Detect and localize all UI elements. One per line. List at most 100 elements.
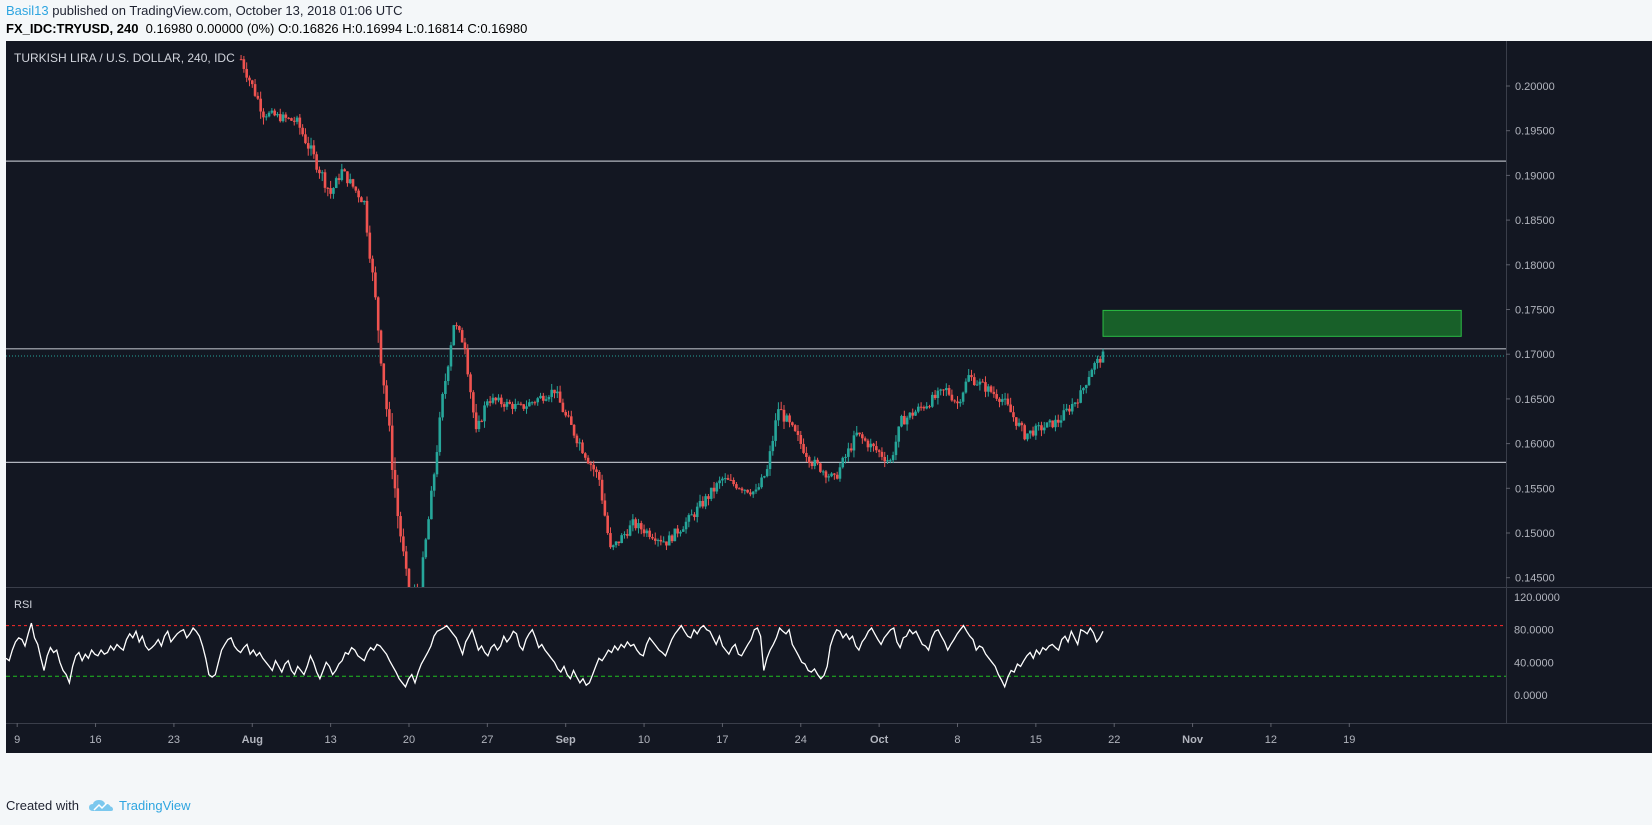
candle-body: [917, 406, 920, 412]
candle: [771, 435, 775, 456]
price-tick-label: 0.19000: [1515, 170, 1555, 182]
candle-body: [796, 431, 800, 435]
candle-body: [950, 394, 954, 401]
candle: [337, 173, 341, 185]
candle-body: [1028, 430, 1032, 434]
candle-body: [404, 551, 408, 569]
created-with-text: Created with: [6, 798, 79, 813]
candle-body: [1070, 403, 1074, 412]
candle-body: [253, 84, 257, 96]
candle: [329, 180, 332, 199]
candle: [491, 393, 495, 405]
candle-body: [362, 200, 366, 203]
candle-body: [1006, 398, 1010, 405]
candle-body: [693, 514, 696, 518]
candle-body: [1087, 376, 1091, 386]
tradingview-link[interactable]: TradingView: [118, 798, 191, 813]
candle-body: [886, 460, 889, 462]
candle: [628, 520, 632, 537]
candle: [1014, 417, 1018, 430]
candle: [298, 113, 302, 135]
candle: [701, 496, 705, 509]
candle-body: [614, 541, 618, 546]
candle-body: [575, 435, 579, 444]
candle: [933, 390, 937, 400]
candle-body: [659, 539, 663, 542]
candle: [972, 373, 976, 386]
time-tick-label: Aug: [242, 734, 263, 746]
candle-body: [841, 457, 845, 468]
publisher-link[interactable]: Basil13: [6, 3, 49, 18]
candle: [679, 530, 682, 537]
candle: [460, 327, 464, 343]
candle: [424, 537, 428, 560]
candle: [586, 455, 590, 465]
candle-body: [374, 272, 377, 298]
candle-body: [858, 432, 861, 435]
candle: [340, 163, 344, 182]
candle: [578, 438, 581, 451]
candle: [681, 526, 685, 532]
candle: [458, 325, 461, 333]
candle: [595, 466, 598, 478]
candle: [519, 401, 523, 406]
candle-body: [802, 443, 805, 453]
candle: [287, 117, 290, 120]
candle-body: [701, 500, 705, 507]
candle: [1040, 421, 1043, 437]
candle: [743, 489, 747, 495]
candle-body: [539, 395, 542, 399]
candle: [961, 391, 965, 405]
candle: [547, 395, 551, 402]
candle-body: [488, 401, 492, 403]
candle-body: [474, 412, 478, 430]
price-tick-label: 0.15000: [1515, 528, 1555, 540]
candle: [819, 462, 822, 473]
candle: [505, 398, 509, 410]
candle-body: [830, 473, 833, 477]
candle: [967, 369, 970, 383]
time-tick-label: 9: [14, 734, 20, 746]
candle: [625, 529, 629, 539]
candle-body: [637, 523, 640, 529]
candle: [253, 79, 257, 98]
candle: [998, 397, 1001, 408]
candle: [250, 79, 254, 88]
candle-body: [975, 384, 979, 386]
candle: [469, 372, 472, 399]
candle: [838, 462, 842, 482]
candle-body: [583, 453, 587, 458]
candle-body: [578, 442, 581, 444]
candle-body: [446, 366, 450, 382]
candle-body: [908, 412, 912, 418]
candle-body: [597, 471, 601, 480]
candle: [799, 430, 803, 450]
candle: [903, 410, 906, 425]
candle-body: [844, 456, 847, 458]
candle: [516, 401, 520, 405]
candle: [760, 474, 763, 489]
candle: [942, 389, 945, 396]
candle-body: [919, 406, 923, 408]
candle-body: [508, 401, 512, 404]
candle-body: [852, 435, 856, 451]
candle: [751, 491, 755, 498]
candle-body: [455, 325, 458, 327]
candle: [1070, 398, 1074, 415]
candle-body: [925, 406, 929, 409]
candle-body: [967, 375, 970, 382]
candle-body: [306, 143, 310, 149]
candle-body: [1023, 425, 1026, 440]
candle-body: [1048, 420, 1052, 423]
candle: [707, 493, 710, 506]
candle-body: [679, 531, 682, 534]
candle: [931, 391, 934, 408]
candle-body: [793, 425, 797, 432]
candle-body: [838, 467, 842, 479]
candle-body: [687, 515, 691, 522]
candle-body: [1082, 388, 1085, 391]
candle: [777, 402, 780, 427]
candle-body: [273, 110, 276, 116]
candle-body: [505, 401, 509, 407]
